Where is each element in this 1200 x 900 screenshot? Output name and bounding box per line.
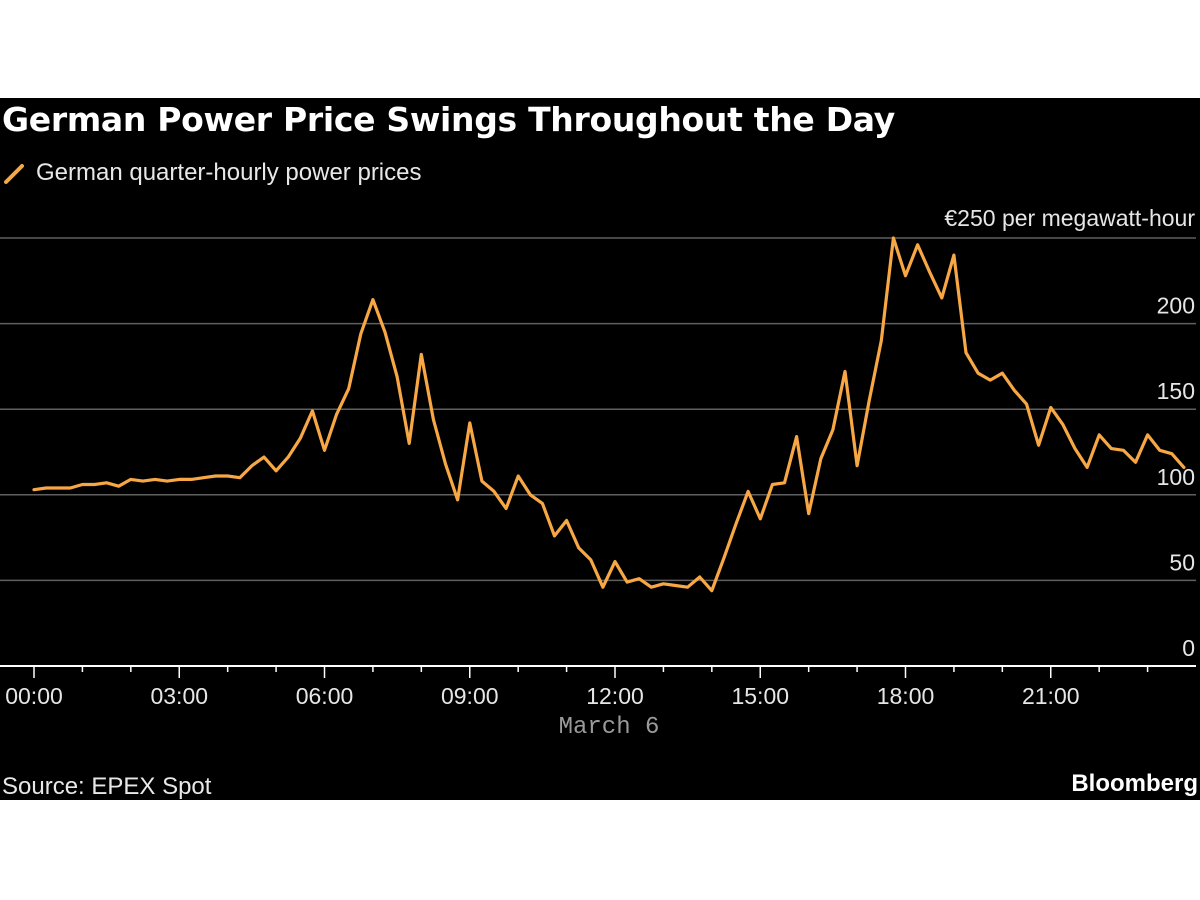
y-tick-label-100: 100 <box>1157 464 1195 490</box>
x-tick-label-0600: 06:00 <box>296 683 354 709</box>
y-tick-label-50: 50 <box>1169 549 1195 575</box>
series-layer <box>32 236 1186 593</box>
y-unit-label: €250 per megawatt-hour <box>944 205 1195 231</box>
legend: German quarter-hourly power prices <box>2 158 422 188</box>
axis-layer <box>0 665 1196 678</box>
y-tick-label-150: 150 <box>1157 378 1195 404</box>
x-tick-label-0900: 09:00 <box>441 683 499 709</box>
x-tick-label-0300: 03:00 <box>150 683 208 709</box>
legend-label: German quarter-hourly power prices <box>36 159 422 186</box>
y-tick-label-200: 200 <box>1157 293 1195 319</box>
x-tick-label-1200: 12:00 <box>586 683 644 709</box>
x-tick-label-1500: 15:00 <box>731 683 789 709</box>
x-tick-label-2100: 21:00 <box>1022 683 1080 709</box>
plot-area: 0 50 100 150 200 €250 per megawatt-hour 00:00 0… <box>0 205 1196 741</box>
label-layer: 0 50 100 150 200 €250 per megawatt-hour 00:00 0… <box>5 205 1195 741</box>
x-tick-label-0000: 00:00 <box>5 683 63 709</box>
x-axis-date-label: March 6 <box>559 714 660 741</box>
bloomberg-logo: Bloomberg <box>1071 770 1198 797</box>
y-tick-label-0: 0 <box>1182 635 1195 661</box>
chart-title: German Power Price Swings Throughout the… <box>2 100 895 139</box>
legend-line-swatch-icon <box>4 164 24 184</box>
chart-panel: German Power Price Swings Throughout the… <box>0 98 1200 800</box>
source-note: Source: EPEX Spot <box>2 773 212 800</box>
x-tick-label-1800: 18:00 <box>877 683 935 709</box>
series-line-0 <box>32 236 1186 593</box>
grid-layer <box>0 237 1196 582</box>
